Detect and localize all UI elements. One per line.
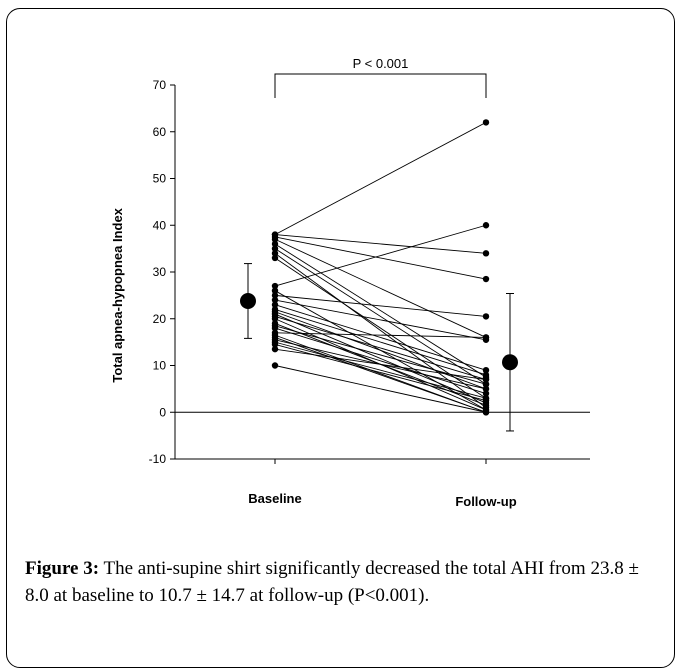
- followup-point: [482, 275, 490, 283]
- y-tick-label: 50: [153, 172, 167, 186]
- figure-label: Figure 3:: [25, 558, 100, 579]
- pair-line: [274, 327, 487, 394]
- pair-line: [274, 304, 487, 371]
- baseline-point: [271, 287, 279, 294]
- followup-point: [482, 366, 490, 374]
- baseline-point: [271, 292, 279, 299]
- pair-line: [274, 332, 487, 338]
- followup-point: [482, 390, 490, 397]
- y-tick-label: 0: [159, 405, 166, 419]
- pair-line: [274, 313, 487, 404]
- followup-point: [482, 334, 490, 341]
- ahi-chart: -10 0 10 20 30 40 50 60 70 P < 0.001 Baseline Foll…: [110, 56, 590, 509]
- followup-point: [482, 376, 490, 383]
- y-tick-label: 70: [153, 78, 167, 92]
- chart-labels: P < 0.001 Baseline Follow-up Total apnea-hy…: [110, 56, 517, 509]
- baseline-point: [271, 296, 279, 304]
- pair-line: [274, 337, 487, 413]
- pair-line: [274, 236, 487, 280]
- baseline-point: [271, 362, 279, 369]
- followup-point: [482, 371, 490, 379]
- pair-line: [274, 325, 487, 385]
- pair-line: [274, 234, 487, 254]
- followup-point: [482, 402, 490, 409]
- pair-line: [274, 348, 487, 380]
- pair-line: [274, 315, 487, 380]
- pair-line: [274, 224, 487, 287]
- pair-line: [274, 299, 487, 341]
- significance-bracket: [274, 73, 487, 98]
- followup-point: [482, 381, 490, 388]
- category-label: Follow-up: [455, 494, 516, 509]
- baseline-point: [271, 315, 279, 322]
- category-label: Baseline: [248, 491, 301, 506]
- pair-line: [274, 252, 487, 408]
- y-tick-label: 20: [153, 312, 167, 326]
- baseline-point: [271, 324, 279, 332]
- y-axis-title: Total apnea-hypopnea Index: [110, 207, 125, 382]
- baseline-point: [271, 301, 279, 308]
- caption-text: The anti-supine shirt significantly decr…: [25, 558, 639, 606]
- mean-marker: [502, 354, 518, 371]
- mean-sd-markers: [240, 263, 518, 432]
- pair-line: [274, 311, 487, 390]
- baseline-point: [271, 254, 279, 262]
- pair-line: [274, 365, 487, 413]
- pair-lines: [274, 122, 487, 413]
- pair-line: [274, 243, 487, 378]
- followup-point: [482, 119, 490, 126]
- pair-line: [274, 248, 487, 385]
- followup-point: [482, 313, 490, 320]
- axes: -10 0 10 20 30 40 50 60 70: [149, 78, 590, 466]
- pair-line: [274, 294, 487, 317]
- significance-label: P < 0.001: [353, 56, 409, 71]
- baseline-point: [271, 240, 279, 248]
- baseline-point: [271, 245, 279, 252]
- pair-line: [274, 238, 487, 338]
- y-tick-label: 30: [153, 265, 167, 279]
- figure-caption: Figure 3: The anti-supine shirt signific…: [25, 555, 665, 609]
- followup-point: [482, 222, 490, 229]
- pair-line: [274, 308, 487, 376]
- followup-point: [482, 385, 490, 393]
- y-tick-label: 40: [153, 218, 167, 232]
- followup-point: [482, 250, 490, 257]
- baseline-point: [271, 282, 279, 290]
- y-tick-label: 60: [153, 125, 167, 139]
- baseline-point: [271, 250, 279, 257]
- data-points: [271, 119, 490, 416]
- followup-point: [482, 409, 490, 416]
- pair-line: [274, 122, 487, 235]
- followup-point: [482, 397, 490, 404]
- y-tick-label: -10: [149, 452, 167, 466]
- mean-marker: [240, 292, 256, 309]
- baseline-point: [271, 236, 279, 243]
- baseline-point: [271, 341, 279, 348]
- baseline-point: [271, 345, 279, 353]
- y-tick-label: 10: [153, 359, 167, 373]
- pair-line: [274, 341, 487, 399]
